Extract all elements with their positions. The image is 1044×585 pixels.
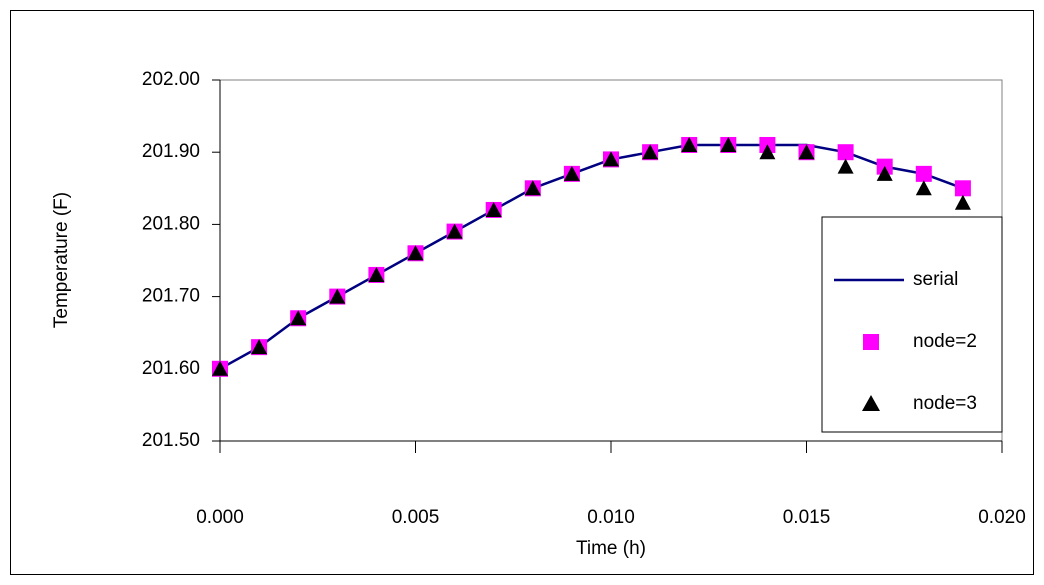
triangle-marker [759,144,776,160]
y-tick-label: 201.90 [142,141,200,162]
x-tick-label: 0.005 [392,507,440,528]
triangle-marker [212,360,228,376]
legend-triangle [862,395,880,411]
x-tick-label: 0.000 [196,507,244,528]
triangle-marker [446,223,463,239]
triangle-marker [720,136,737,152]
triangle-marker [368,266,385,282]
square-marker [954,180,971,197]
legend-label: serial [913,269,958,290]
legend-square [863,334,879,350]
triangle-marker [876,165,893,181]
x-tick-label: 0.010 [587,507,635,528]
triangle-marker [524,180,541,196]
triangle-marker [407,245,424,261]
triangle-marker [837,158,854,174]
triangle-marker [915,180,932,196]
legend-label: node=3 [913,393,977,414]
y-tick-label: 201.70 [142,286,200,307]
y-tick-label: 201.60 [142,358,200,379]
y-tick-label: 201.50 [142,430,200,451]
legend-box [821,216,1003,433]
triangle-marker [563,165,580,181]
triangle-marker [681,136,698,152]
x-axis-title: Time (h) [576,538,646,559]
square-marker [837,144,854,161]
x-tick-label: 0.015 [783,507,831,528]
y-tick-label: 201.80 [142,213,200,234]
square-marker [915,165,932,182]
triangle-marker [603,151,619,167]
triangle-marker [485,201,502,217]
y-tick-label: 202.00 [142,69,200,90]
legend-label: node=2 [913,331,977,352]
triangle-marker [329,288,346,304]
triangle-marker [642,144,659,160]
x-tick-label: 0.020 [978,507,1026,528]
y-axis-title: Temperature (F) [51,192,72,328]
triangle-marker [954,194,971,210]
triangle-marker [290,310,307,326]
triangle-marker [798,144,815,160]
triangle-marker [251,339,268,355]
